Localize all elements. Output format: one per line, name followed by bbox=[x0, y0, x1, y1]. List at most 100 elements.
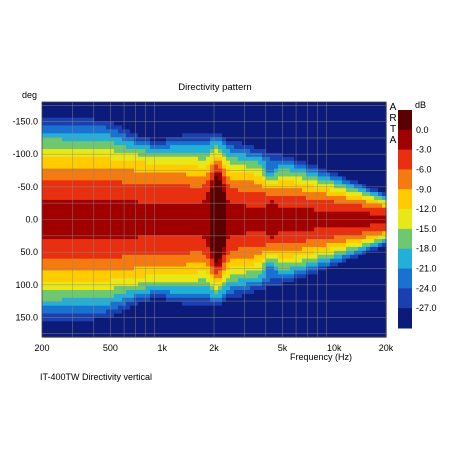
heatmap-cell bbox=[54, 137, 59, 142]
heatmap-cell bbox=[350, 325, 355, 330]
heatmap-cell bbox=[358, 301, 363, 307]
heatmap-cell bbox=[290, 105, 295, 111]
heatmap-cell bbox=[326, 137, 331, 142]
heatmap-cell bbox=[258, 199, 263, 205]
heatmap-cell bbox=[106, 215, 111, 221]
heatmap-cell bbox=[290, 258, 295, 264]
heatmap-cell bbox=[110, 102, 115, 107]
heatmap-cell bbox=[182, 231, 187, 236]
heatmap-cell bbox=[346, 329, 351, 334]
heatmap-cell bbox=[286, 227, 291, 232]
heatmap-cell bbox=[110, 113, 115, 119]
heatmap-cell bbox=[254, 231, 259, 236]
heatmap-cell bbox=[94, 239, 99, 244]
heatmap-cell bbox=[254, 133, 259, 138]
heatmap-cell bbox=[290, 211, 295, 217]
heatmap-cell bbox=[198, 211, 203, 217]
heatmap-cell bbox=[342, 297, 347, 303]
heatmap-cell bbox=[334, 188, 339, 193]
heatmap-cell bbox=[330, 164, 335, 170]
heatmap-cell bbox=[322, 325, 327, 330]
heatmap-cell bbox=[130, 129, 135, 134]
heatmap-cell bbox=[50, 137, 55, 142]
heatmap-cell bbox=[346, 207, 351, 213]
heatmap-cell bbox=[178, 105, 183, 111]
heatmap-cell bbox=[42, 160, 47, 166]
heatmap-cell bbox=[118, 254, 123, 260]
heatmap-cell bbox=[170, 262, 175, 268]
heatmap-cell bbox=[142, 145, 147, 150]
heatmap-cell bbox=[218, 246, 223, 252]
heatmap-cell bbox=[214, 329, 219, 334]
heatmap-cell bbox=[266, 145, 271, 150]
heatmap-cell bbox=[130, 141, 135, 146]
heatmap-cell bbox=[134, 121, 139, 127]
heatmap-cell bbox=[182, 176, 187, 181]
heatmap-cell bbox=[58, 223, 63, 228]
heatmap-cell bbox=[142, 199, 147, 205]
heatmap-cell bbox=[46, 109, 51, 115]
heatmap-cell bbox=[342, 125, 347, 131]
heatmap-cell bbox=[254, 184, 259, 189]
heatmap-cell bbox=[90, 199, 95, 205]
heatmap-cell bbox=[210, 254, 215, 260]
heatmap-cell bbox=[98, 293, 103, 299]
heatmap-cell bbox=[238, 321, 243, 326]
heatmap-cell bbox=[178, 145, 183, 150]
heatmap-cell bbox=[246, 219, 251, 225]
heatmap-cell bbox=[278, 215, 283, 221]
heatmap-cell bbox=[114, 262, 119, 268]
heatmap-cell bbox=[346, 137, 351, 142]
heatmap-cell bbox=[118, 113, 123, 119]
heatmap-cell bbox=[222, 192, 227, 197]
heatmap-cell bbox=[62, 243, 67, 248]
heatmap-cell bbox=[266, 141, 271, 146]
heatmap-cell bbox=[42, 196, 47, 201]
heatmap-cell bbox=[318, 102, 323, 107]
heatmap-cell bbox=[370, 282, 375, 287]
heatmap-cell bbox=[258, 203, 263, 209]
heatmap-cell bbox=[174, 270, 179, 275]
heatmap-cell bbox=[66, 125, 71, 131]
heatmap-cell bbox=[246, 278, 251, 283]
heatmap-cell bbox=[182, 184, 187, 189]
heatmap-cell bbox=[282, 258, 287, 264]
heatmap-cell bbox=[298, 231, 303, 236]
heatmap-cell bbox=[90, 133, 95, 138]
heatmap-cell bbox=[190, 325, 195, 330]
heatmap-cell bbox=[314, 219, 319, 225]
heatmap-cell bbox=[370, 145, 375, 150]
heatmap-cell bbox=[282, 156, 287, 162]
heatmap-cell bbox=[206, 145, 211, 150]
heatmap-cell bbox=[106, 137, 111, 142]
heatmap-cell bbox=[58, 309, 63, 315]
heatmap-cell bbox=[150, 121, 155, 127]
heatmap-cell bbox=[42, 172, 47, 178]
heatmap-cell bbox=[78, 297, 83, 303]
heatmap-cell bbox=[254, 246, 259, 252]
heatmap-cell bbox=[74, 246, 79, 252]
heatmap-cell bbox=[146, 141, 151, 146]
heatmap-cell bbox=[338, 223, 343, 228]
heatmap-cell bbox=[274, 305, 279, 311]
heatmap-cell bbox=[106, 149, 111, 154]
heatmap-cell bbox=[322, 266, 327, 272]
heatmap-cell bbox=[362, 125, 367, 131]
heatmap-cell bbox=[98, 278, 103, 283]
heatmap-cell bbox=[86, 156, 91, 162]
heatmap-cell bbox=[118, 290, 123, 295]
heatmap-cell bbox=[370, 325, 375, 330]
heatmap-cell bbox=[150, 180, 155, 185]
heatmap-cell bbox=[58, 105, 63, 111]
heatmap-cell bbox=[162, 145, 167, 150]
heatmap-cell bbox=[334, 290, 339, 295]
heatmap-cell bbox=[334, 258, 339, 264]
heatmap-cell bbox=[322, 109, 327, 115]
heatmap-cell bbox=[270, 133, 275, 138]
heatmap-cell bbox=[274, 160, 279, 166]
heatmap-cell bbox=[234, 282, 239, 287]
heatmap-cell bbox=[306, 231, 311, 236]
heatmap-cell bbox=[186, 121, 191, 127]
heatmap-cell bbox=[42, 243, 47, 248]
heatmap-cell bbox=[222, 250, 227, 256]
